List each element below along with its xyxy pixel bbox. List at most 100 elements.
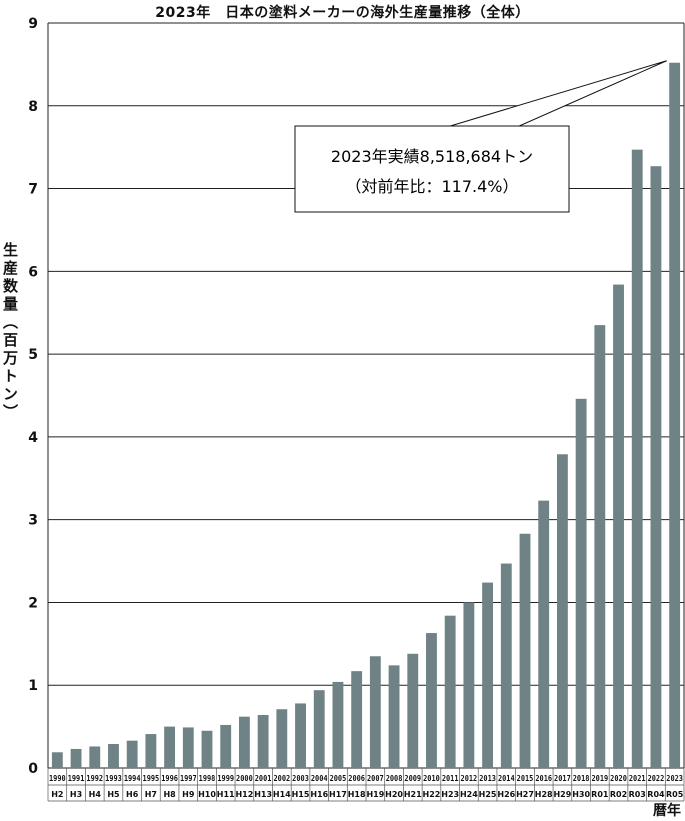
x-tick-label-era: H26: [497, 790, 515, 799]
bar-2007: [369, 656, 381, 768]
x-tick-label-era: H22: [423, 790, 441, 799]
x-tick-label-year: 1993: [105, 774, 122, 783]
x-tick-label-year: 2001: [255, 774, 272, 783]
x-tick-label-era: H3: [70, 790, 82, 799]
bar-2017: [556, 454, 568, 768]
x-tick-label-era: H21: [404, 790, 422, 799]
x-tick-label-year: 2000: [236, 774, 253, 783]
x-tick-label-era: H7: [145, 790, 157, 799]
x-tick-label-year: 2017: [554, 774, 571, 783]
bar-2013: [482, 582, 494, 768]
bar-2015: [519, 533, 531, 768]
x-tick-label-year: 2010: [423, 774, 440, 783]
bar-2021: [631, 149, 643, 768]
x-tick-label-era: H28: [535, 790, 553, 799]
x-tick-label-year: 1999: [217, 774, 234, 783]
y-tick-label: 0: [28, 761, 38, 777]
x-tick-label-era: H29: [553, 790, 571, 799]
y-tick-label: 2: [28, 595, 38, 611]
chart-title: 2023年 日本の塗料メーカーの海外生産量推移（全体）: [155, 5, 530, 21]
x-tick-label-year: 1995: [143, 774, 160, 783]
x-tick-label-era: H11: [217, 790, 235, 799]
annotation-line-1: 2023年実績8,518,684トン: [331, 147, 533, 166]
x-tick-label-year: 2009: [404, 774, 421, 783]
annotation-line-2: （対前年比：117.4%）: [345, 177, 518, 196]
bar-2004: [313, 690, 325, 768]
y-tick-label: 1: [28, 678, 38, 694]
x-tick-label-era: H16: [310, 790, 328, 799]
y-tick-label: 3: [28, 513, 38, 529]
x-tick-label-year: 1998: [199, 774, 216, 783]
bar-2005: [332, 681, 344, 768]
x-tick-label-year: 2015: [517, 774, 534, 783]
bar-2011: [444, 615, 456, 768]
y-tick-label: 8: [28, 99, 38, 115]
y-tick-labels: 0 1 2 3 4 5 6 7 8 9: [28, 16, 38, 777]
bar-1997: [182, 727, 194, 768]
x-tick-label-era: R02: [610, 790, 627, 799]
bar-2014: [500, 563, 512, 768]
x-tick-label-era: H12: [235, 790, 253, 799]
x-tick-label-year: 2006: [348, 774, 365, 783]
bar-2008: [388, 665, 400, 768]
y-tick-label: 5: [28, 347, 38, 363]
x-tick-label-era: H8: [163, 790, 176, 799]
x-tick-label-year: 2013: [479, 774, 496, 783]
bar-2003: [295, 703, 306, 768]
bar-1996: [164, 726, 176, 768]
callout-box: [294, 125, 570, 213]
bar-1999: [220, 724, 232, 768]
x-tick-label-era: H2: [51, 790, 63, 799]
x-tick-label-year: 1996: [161, 774, 178, 783]
bar-1994: [126, 740, 138, 768]
bars: [51, 62, 681, 768]
x-tick-label-era: H6: [126, 790, 139, 799]
bar-2010: [426, 633, 437, 768]
x-axis-label: 暦年: [653, 803, 681, 819]
x-tick-label-year: 2003: [292, 774, 309, 783]
x-tick-label-year: 2019: [591, 774, 608, 783]
x-tick-label-year: 1990: [49, 774, 66, 783]
x-tick-label-era: H5: [107, 790, 120, 799]
x-tick-label-year: 2014: [498, 774, 515, 783]
bar-1995: [145, 734, 157, 768]
annotation-callout: 2023年実績8,518,684トン （対前年比：117.4%）: [294, 60, 667, 213]
x-tick-label-era: H30: [572, 790, 590, 799]
x-tick-label-year: 2005: [330, 774, 347, 783]
x-tick-label-year: 2021: [629, 774, 646, 783]
y-tick-label: 4: [28, 430, 38, 446]
bar-2022: [650, 166, 662, 768]
bar-2016: [538, 500, 550, 768]
x-tick-label-year: 2016: [535, 774, 552, 783]
x-tick-label-era: H9: [182, 790, 195, 799]
x-tick-label-year: 2008: [386, 774, 403, 783]
x-tick-label-year: 2004: [311, 774, 328, 783]
x-tick-label-era: H10: [198, 790, 216, 799]
x-tick-label-year: 2007: [367, 774, 384, 783]
x-tick-label-era: H17: [329, 790, 347, 799]
bar-1991: [70, 748, 82, 768]
x-tick-label-era: H13: [254, 790, 272, 799]
x-tick-label-era: R03: [629, 790, 646, 799]
x-tick-label-era: H18: [348, 790, 366, 799]
bar-2018: [575, 398, 587, 768]
x-tick-label-era: H24: [460, 790, 478, 799]
x-tick-label-year: 1992: [86, 774, 103, 783]
x-tick-label-era: H4: [89, 790, 102, 799]
x-tick-label-year: 2020: [610, 774, 627, 783]
x-tick-label-year: 2002: [273, 774, 290, 783]
x-tick-label-era: H27: [516, 790, 534, 799]
bar-2009: [407, 653, 419, 768]
bar-2006: [351, 671, 363, 768]
x-tick-label-year: 2018: [573, 774, 590, 783]
x-tick-label-era: H23: [441, 790, 459, 799]
bar-2023: [669, 62, 681, 768]
x-tick-label-era: H25: [479, 790, 497, 799]
bar-2012: [463, 602, 475, 768]
x-tick-label-era: H19: [366, 790, 384, 799]
x-tick-label-era: R05: [666, 790, 684, 799]
bar-2001: [257, 715, 269, 768]
x-tick-label-era: H15: [292, 790, 310, 799]
bar-1993: [108, 743, 119, 768]
